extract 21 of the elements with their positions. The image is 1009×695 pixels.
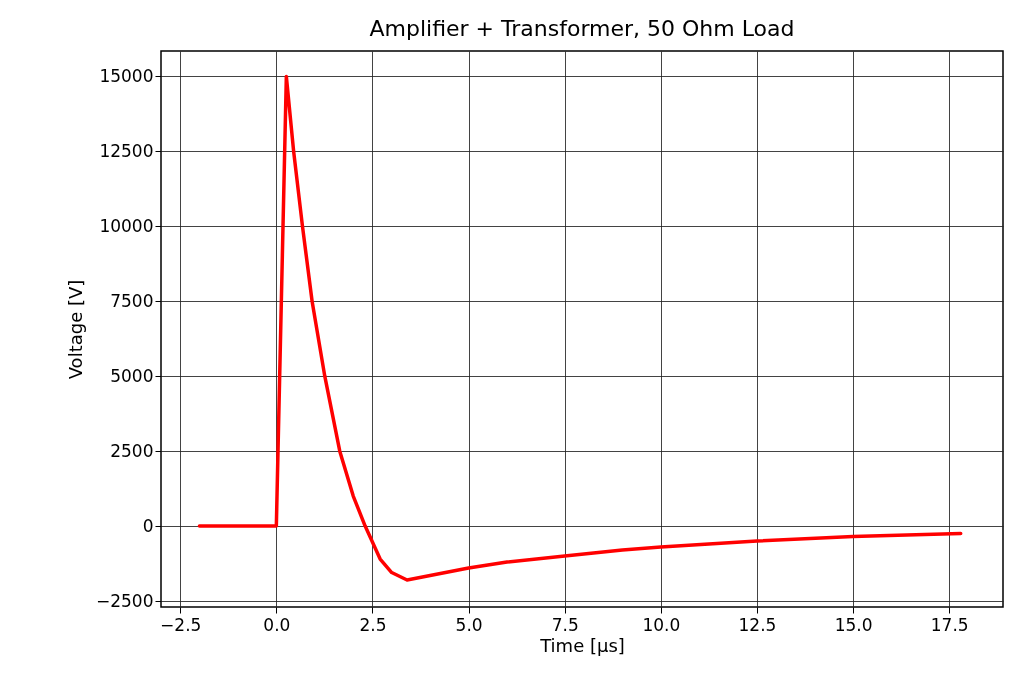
x-tick-label: 15.0: [834, 614, 873, 635]
x-axis-title: Time [μs]: [539, 634, 625, 656]
y-tick-label: 12500: [99, 140, 154, 161]
x-tick-label: −2.5: [160, 614, 202, 635]
y-tick-label: 0: [142, 515, 154, 536]
y-axis-title: Voltage [V]: [64, 279, 86, 380]
x-tick-label: 10.0: [642, 614, 681, 635]
x-tick-label: 7.5: [551, 614, 579, 635]
y-tick-label: 2500: [110, 440, 154, 461]
y-tick-label: 10000: [99, 215, 154, 236]
chart-title: Amplifier + Transformer, 50 Ohm Load: [369, 16, 795, 41]
y-tick-label: 5000: [110, 365, 154, 386]
y-tick-label: −2500: [95, 590, 154, 611]
x-tick-label: 17.5: [930, 614, 969, 635]
y-tick-label: 7500: [110, 290, 154, 311]
y-tick-label: 15000: [99, 65, 154, 86]
x-tick-label: 12.5: [738, 614, 777, 635]
x-tick-label: 0.0: [263, 614, 291, 635]
x-tick-label: 5.0: [455, 614, 483, 635]
x-tick-label: 2.5: [359, 614, 387, 635]
line-series: [197, 74, 963, 582]
